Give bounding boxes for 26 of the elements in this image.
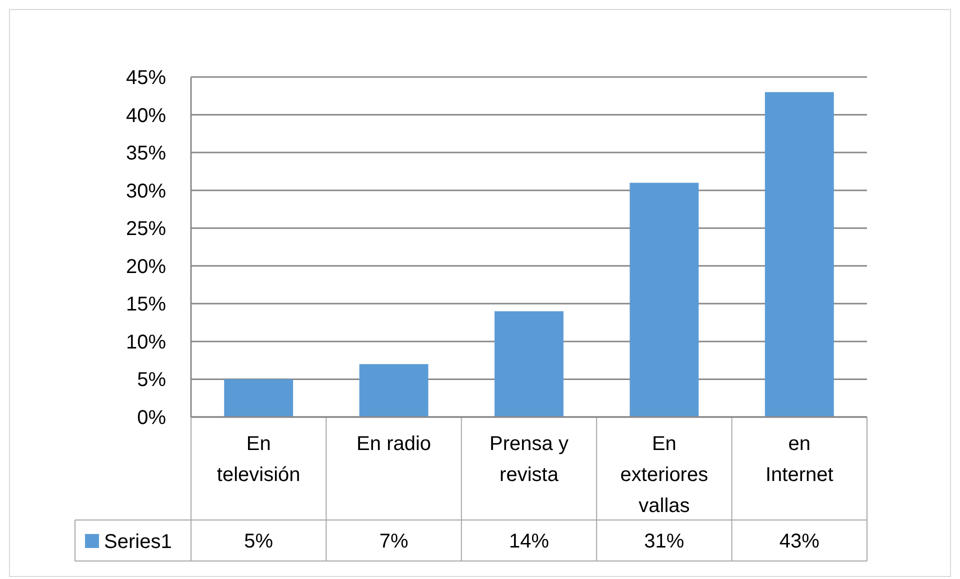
y-tick-label: 35% [126,142,166,165]
y-tick-label: 45% [126,67,166,89]
data-label: 31% [644,530,684,552]
x-tick-label: en Internet [765,433,834,486]
data-label: 7% [379,530,408,552]
x-tick-label: En televisión [216,433,300,486]
y-tick-label: 20% [126,256,166,278]
bar [224,379,294,417]
y-tick-label: 5% [137,369,166,392]
data-label: 5% [244,530,274,552]
y-tick-label: 15% [126,294,166,316]
y-tick-label: 10% [126,331,166,354]
y-tick-label: 40% [126,104,166,127]
x-tick-label: Prensa y revista [490,433,568,486]
legend-label: Series1 [104,531,172,553]
bar [359,364,428,417]
x-tick-label: En exteriores vallas [620,433,708,517]
y-tick-label: 25% [126,218,166,240]
x-tick-label: En radio [356,433,432,455]
y-tick-label: 0% [137,407,166,429]
bar [630,182,699,417]
data-label: 14% [508,530,550,552]
bar [494,311,564,417]
data-label: 43% [779,530,820,552]
y-tick-label: 30% [126,180,166,202]
bar [764,92,834,417]
